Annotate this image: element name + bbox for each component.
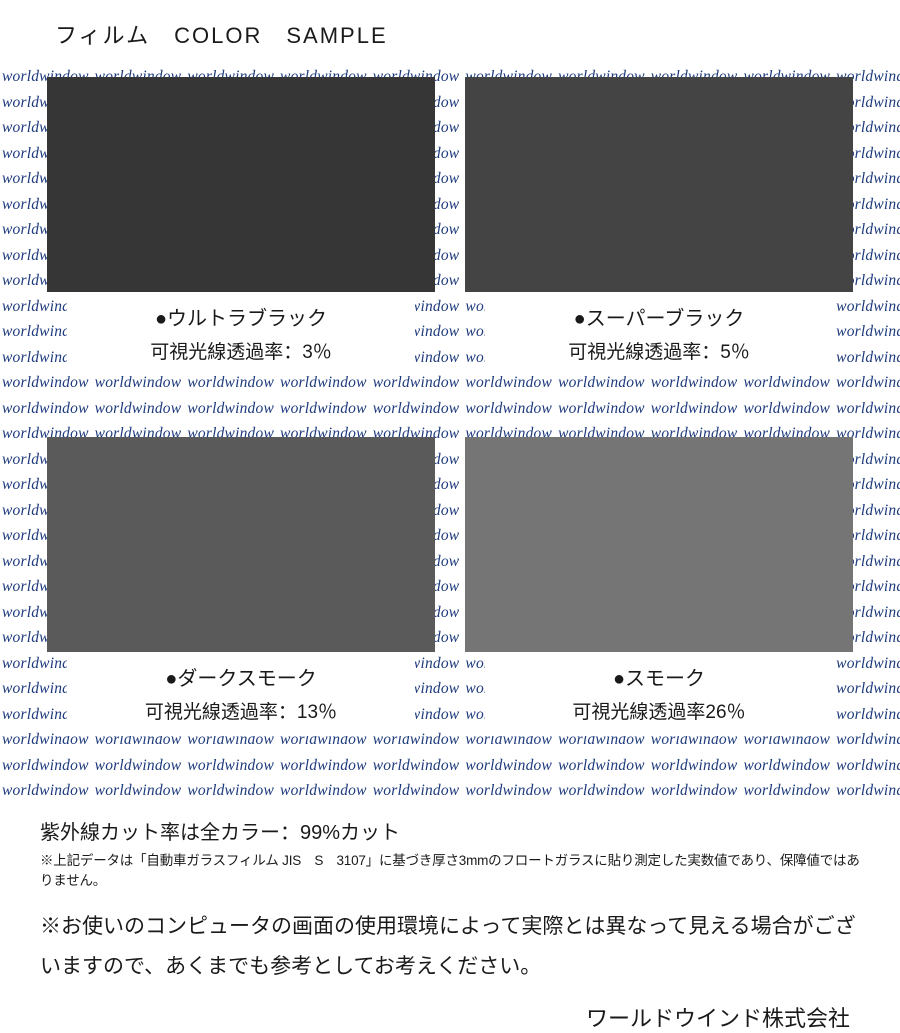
swatch-grid: ●ウルトラブラック可視光線透過率：3％ ●スーパーブラック可視光線透過率：5％ ●ダ… <box>47 77 853 762</box>
swatch-transmittance: 可視光線透過率26％ <box>485 697 833 724</box>
swatch-transmittance: 可視光線透過率：5％ <box>485 337 833 364</box>
swatch-sample <box>465 77 853 292</box>
footer: 紫外線カット率は全カラー：99%カット ※上記データは「自動車ガラスフィルム J… <box>0 810 900 1033</box>
disclaimer-big: ※お使いのコンピュータの画面の使用環境によって実際とは異なって見える場合がござい… <box>40 907 860 987</box>
swatch-name: ●ウルトラブラック <box>67 302 415 331</box>
swatch-name: ●スーパーブラック <box>485 302 833 331</box>
swatch-name: ●ダークスモーク <box>67 662 415 691</box>
watermark-area: worldwindow worldwindow worldwindow worl… <box>0 60 900 810</box>
swatch-sample <box>465 437 853 652</box>
swatch-card: ●スモーク可視光線透過率26％ <box>465 437 853 762</box>
swatch-label: ●ウルトラブラック可視光線透過率：3％ <box>67 292 415 376</box>
company-name: ワールドウインド株式会社 <box>40 1001 860 1033</box>
swatch-transmittance: 可視光線透過率：3％ <box>67 337 415 364</box>
swatch-card: ●ウルトラブラック可視光線透過率：3％ <box>47 77 435 402</box>
disclaimer-small: ※上記データは「自動車ガラスフィルム JIS S 3107」に基づき厚さ3mmの… <box>40 849 860 889</box>
swatch-card: ●スーパーブラック可視光線透過率：5％ <box>465 77 853 402</box>
swatch-transmittance: 可視光線透過率：13％ <box>67 697 415 724</box>
swatch-card: ●ダークスモーク可視光線透過率：13％ <box>47 437 435 762</box>
swatch-sample <box>47 437 435 652</box>
page-title: フィルム COLOR SAMPLE <box>0 0 900 60</box>
swatch-label: ●スーパーブラック可視光線透過率：5％ <box>485 292 833 376</box>
swatch-label: ●ダークスモーク可視光線透過率：13％ <box>67 652 415 736</box>
swatch-name: ●スモーク <box>485 662 833 691</box>
swatch-sample <box>47 77 435 292</box>
uv-cut-line: 紫外線カット率は全カラー：99%カット <box>40 816 860 845</box>
swatch-label: ●スモーク可視光線透過率26％ <box>485 652 833 736</box>
